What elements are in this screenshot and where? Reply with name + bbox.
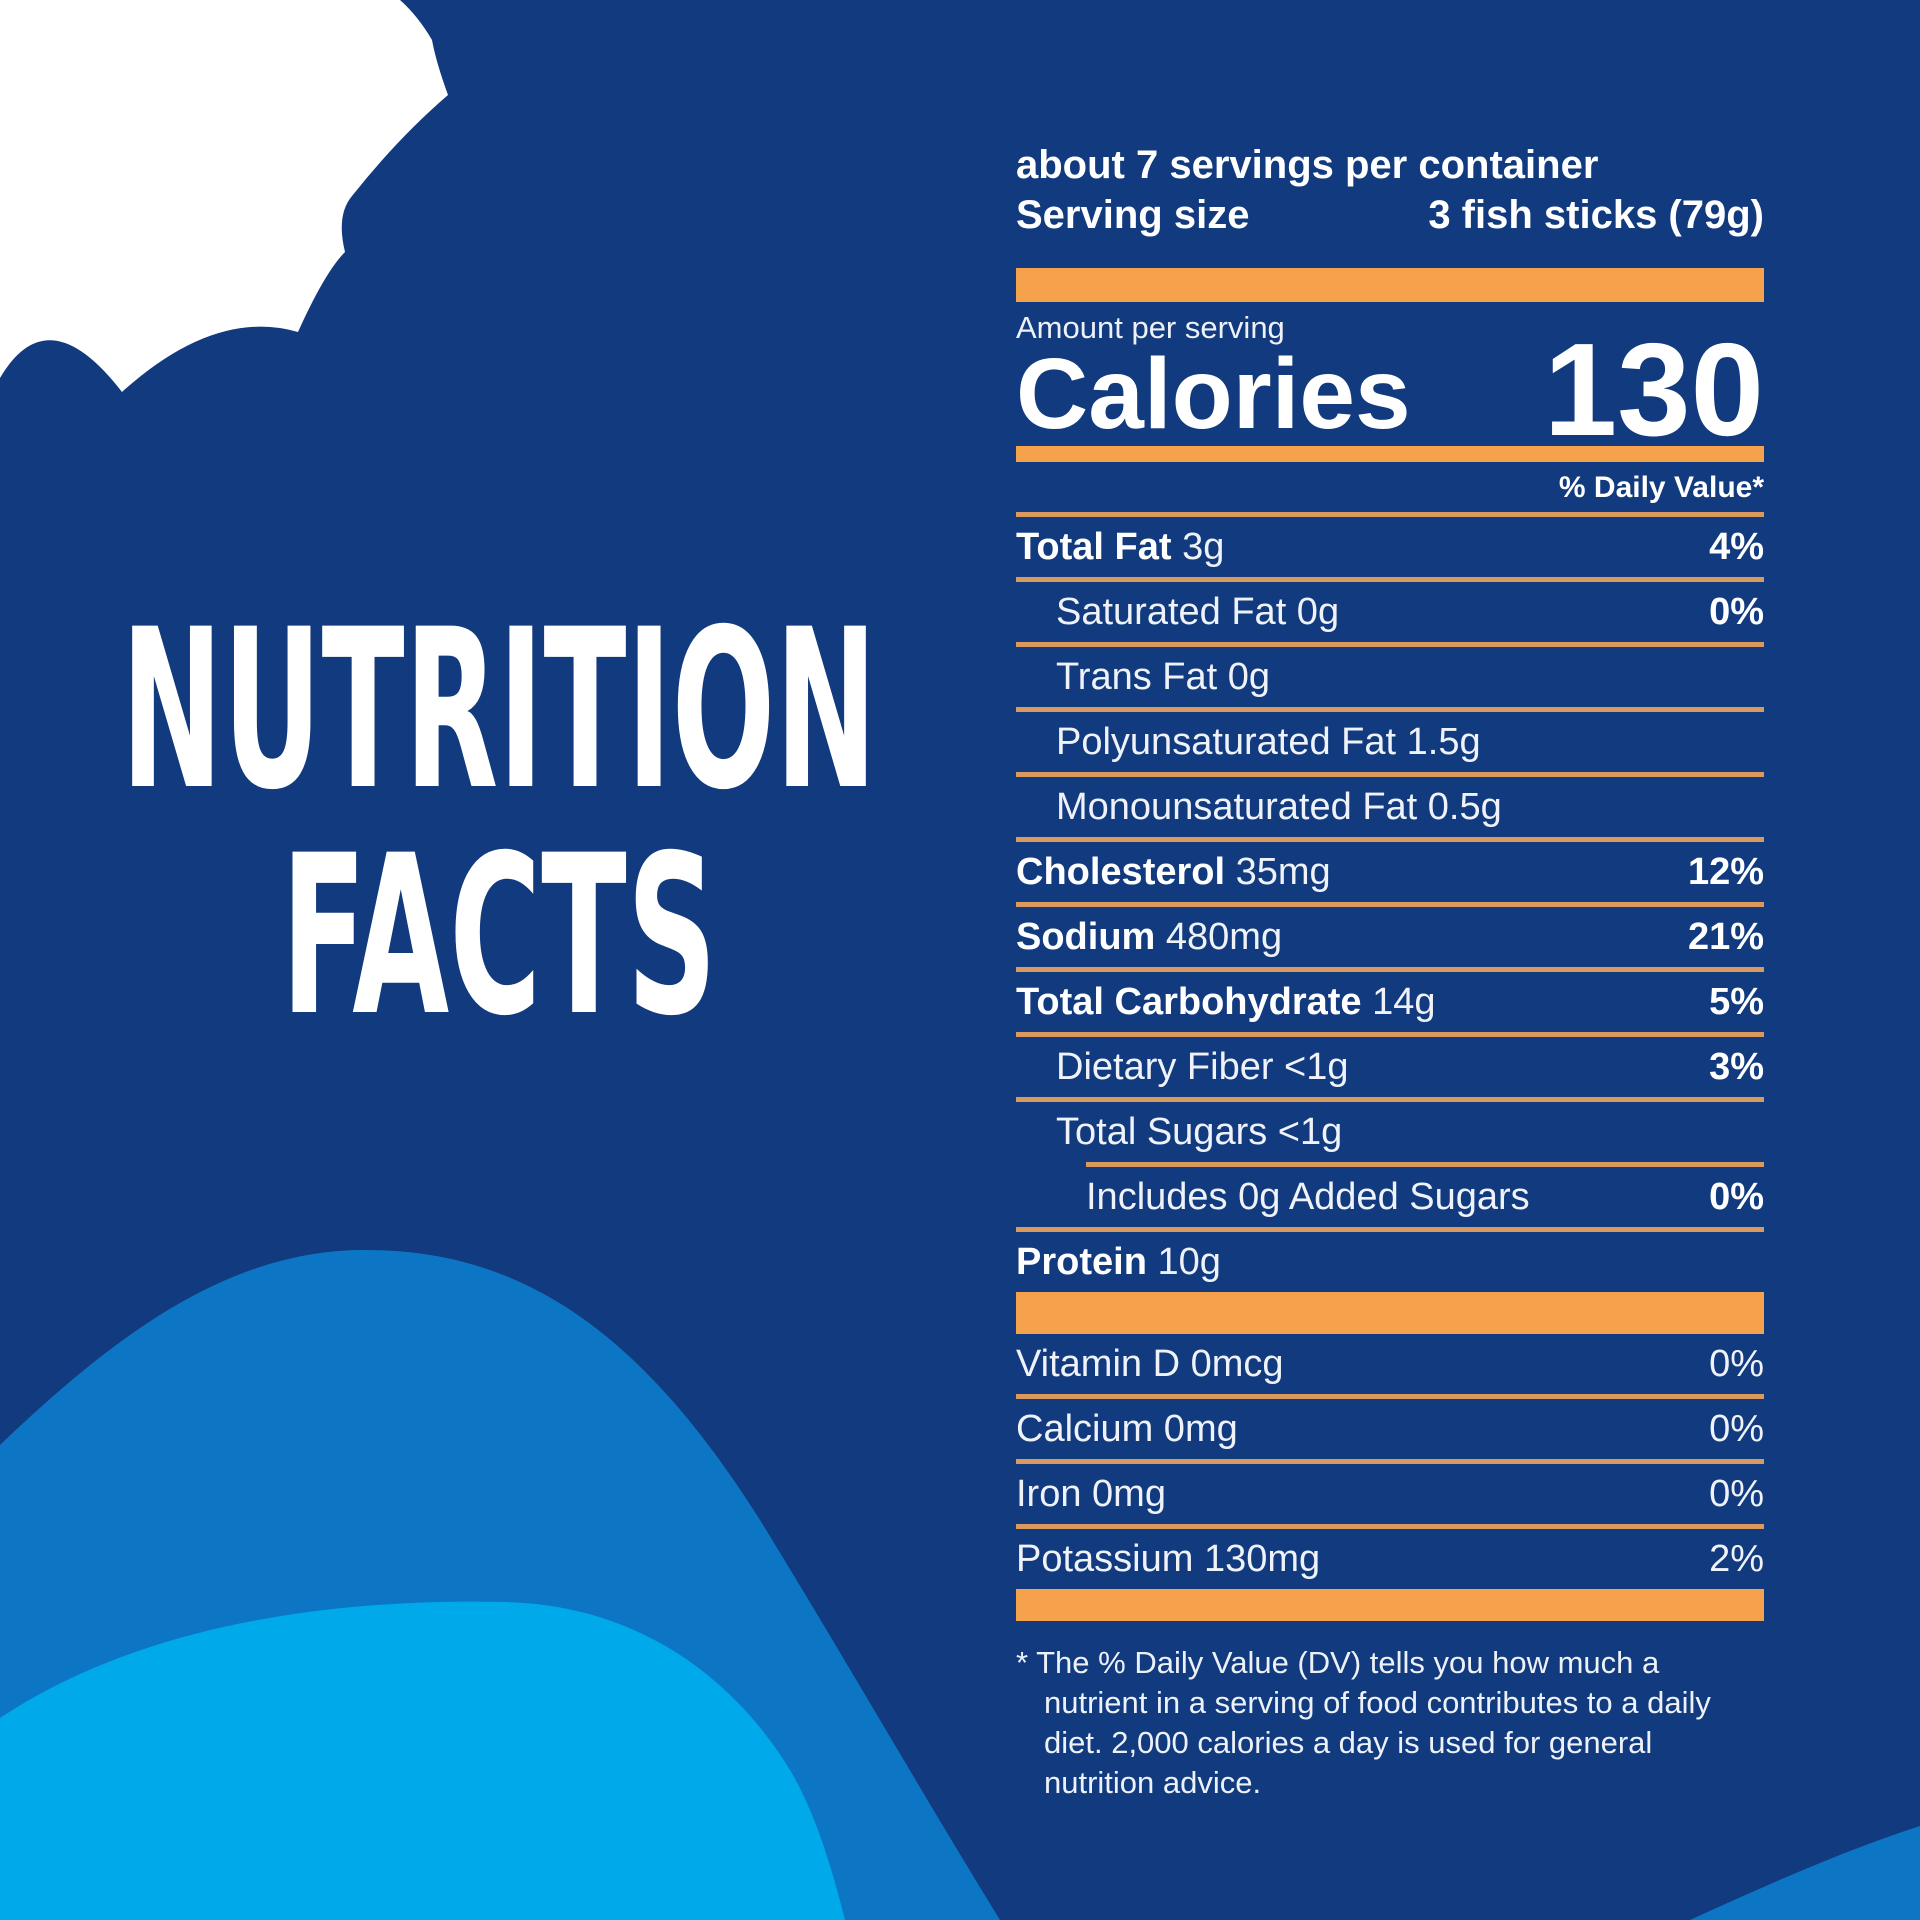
nutrient-amount: 14g: [1361, 980, 1436, 1023]
nutrient-row: Monounsaturated Fat 0.5g: [1016, 772, 1764, 837]
nutrient-amount: 130mg: [1193, 1537, 1321, 1580]
nutrient-name: Monounsaturated Fat: [1056, 785, 1418, 828]
nutrient-daily-value: 4%: [1709, 525, 1764, 568]
nutrient-amount: <1g: [1273, 1045, 1349, 1088]
divider-line: [1016, 772, 1764, 777]
nutrient-row: Total Fat 3g 4%: [1016, 512, 1764, 577]
divider-line: [1016, 1394, 1764, 1399]
nutrient-row: Sodium 480mg 21%: [1016, 902, 1764, 967]
nutrient-row: Saturated Fat 0g 0%: [1016, 577, 1764, 642]
divider-line: [1016, 1227, 1764, 1232]
daily-value-header: % Daily Value*: [1558, 471, 1764, 504]
nutrient-row: Trans Fat 0g: [1016, 642, 1764, 707]
nutrient-name: Protein: [1016, 1240, 1147, 1283]
nutrient-name: Dietary Fiber: [1056, 1045, 1274, 1088]
nutrient-name: Total Carbohydrate: [1016, 980, 1362, 1023]
divider-line: [1016, 1524, 1764, 1529]
nutrient-name: Sodium: [1016, 915, 1156, 958]
nutrient-amount: 0.5g: [1417, 785, 1502, 828]
nutrient-name: Total Fat: [1016, 525, 1172, 568]
nutrient-daily-value: 2%: [1709, 1537, 1764, 1580]
divider-line: [1016, 1459, 1764, 1464]
divider-line: [1016, 1097, 1764, 1102]
nutrient-amount: 3g: [1171, 525, 1225, 568]
nutrient-rows: Total Fat 3g 4% Saturated Fat 0g 0% Trans Fa…: [1016, 512, 1764, 1292]
nutrient-row: Polyunsaturated Fat 1.5g: [1016, 707, 1764, 772]
nutrient-row: Vitamin D 0mcg 0%: [1016, 1334, 1764, 1394]
daily-value-footnote: * The % Daily Value (DV) tells you how m…: [1016, 1645, 1711, 1800]
divider-line: [1016, 1032, 1764, 1037]
nutrient-amount: 0g: [1286, 590, 1340, 633]
nutrient-row: Total Sugars <1g: [1016, 1097, 1764, 1162]
nutrient-row: Total Carbohydrate 14g 5%: [1016, 967, 1764, 1032]
title-line-2: FACTS: [281, 808, 717, 1022]
nutrient-name: Total Sugars: [1056, 1110, 1268, 1153]
nutrient-row: Potassium 130mg 2%: [1016, 1524, 1764, 1589]
nutrient-daily-value: 3%: [1709, 1045, 1764, 1088]
nutrient-name: Iron: [1016, 1472, 1082, 1515]
nutrient-amount: 480mg: [1155, 915, 1283, 958]
nutrient-name: Cholesterol: [1016, 850, 1226, 893]
vitamin-rows: Vitamin D 0mcg 0% Calcium 0mg 0% Iron 0mg 0% P…: [1016, 1334, 1764, 1589]
splash-shape: [0, 0, 448, 392]
nutrient-row: Includes 0g Added Sugars 0%: [1016, 1162, 1764, 1227]
nutrient-amount: 0mg: [1153, 1407, 1238, 1450]
nutrient-amount: 1.5g: [1396, 720, 1481, 763]
title-line-1: NUTRITION: [121, 612, 877, 838]
calories-value: 130: [1543, 315, 1764, 463]
nutrient-amount: 0mcg: [1180, 1342, 1284, 1385]
nutrient-daily-value: 12%: [1687, 850, 1764, 893]
serving-size-row: Serving size 3 fish sticks (79g): [1016, 190, 1764, 240]
divider-line: [1016, 512, 1764, 517]
nutrient-daily-value: 0%: [1709, 1407, 1764, 1450]
divider-line: [1016, 577, 1764, 582]
orange-bar-bottom: [1016, 1589, 1764, 1621]
nutrient-name: Trans Fat: [1056, 655, 1218, 698]
wave-light-blue: [0, 1601, 845, 1920]
nutrient-row: Dietary Fiber <1g 3%: [1016, 1032, 1764, 1097]
nutrient-amount: 0g: [1217, 655, 1271, 698]
serving-size-value: 3 fish sticks (79g): [1428, 193, 1764, 237]
nutrient-daily-value: 5%: [1709, 980, 1764, 1023]
wave-corner-wedge: [1690, 1826, 1920, 1920]
nutrient-amount: <1g: [1267, 1110, 1343, 1153]
serving-size-label: Serving size: [1016, 193, 1250, 237]
nutrient-daily-value: 0%: [1709, 1175, 1764, 1218]
nutrient-amount: 10g: [1146, 1240, 1221, 1283]
divider-line: [1086, 1162, 1764, 1167]
nutrient-amount: 0mg: [1081, 1472, 1166, 1515]
nutrient-name: Includes 0g Added Sugars: [1086, 1175, 1530, 1218]
servings-per-container: about 7 servings per container: [1016, 143, 1599, 187]
nutrient-name: Saturated Fat: [1056, 590, 1287, 633]
nutrient-name: Vitamin D: [1016, 1342, 1181, 1385]
nutrient-daily-value: 21%: [1687, 915, 1764, 958]
nutrient-name: Calcium: [1016, 1407, 1154, 1450]
divider-line: [1016, 642, 1764, 647]
page-title: NUTRITION FACTS: [118, 612, 880, 1022]
nutrient-row: Cholesterol 35mg 12%: [1016, 837, 1764, 902]
orange-bar-under-calories: [1016, 446, 1764, 462]
nutrient-row: Iron 0mg 0%: [1016, 1459, 1764, 1524]
nutrient-daily-value: 0%: [1709, 1342, 1764, 1385]
nutrient-row: Calcium 0mg 0%: [1016, 1394, 1764, 1459]
divider-line: [1016, 902, 1764, 907]
divider-line: [1016, 837, 1764, 842]
orange-bar-mid: [1016, 1292, 1764, 1334]
calories-label: Calories: [1016, 338, 1411, 450]
nutrition-label: about 7 servings per container Serving s…: [1016, 140, 1764, 1803]
nutrient-amount: 35mg: [1225, 850, 1331, 893]
nutrient-daily-value: 0%: [1709, 1472, 1764, 1515]
orange-bar-top: [1016, 268, 1764, 302]
calories-row: Calories 130: [1016, 323, 1764, 455]
nutrient-name: Polyunsaturated Fat: [1056, 720, 1397, 763]
divider-line: [1016, 967, 1764, 972]
nutrient-row: Protein 10g: [1016, 1227, 1764, 1292]
amount-per-serving: Amount per serving: [1016, 310, 1285, 345]
nutrient-daily-value: 0%: [1709, 590, 1764, 633]
divider-line: [1016, 707, 1764, 712]
nutrient-name: Potassium: [1016, 1537, 1194, 1580]
